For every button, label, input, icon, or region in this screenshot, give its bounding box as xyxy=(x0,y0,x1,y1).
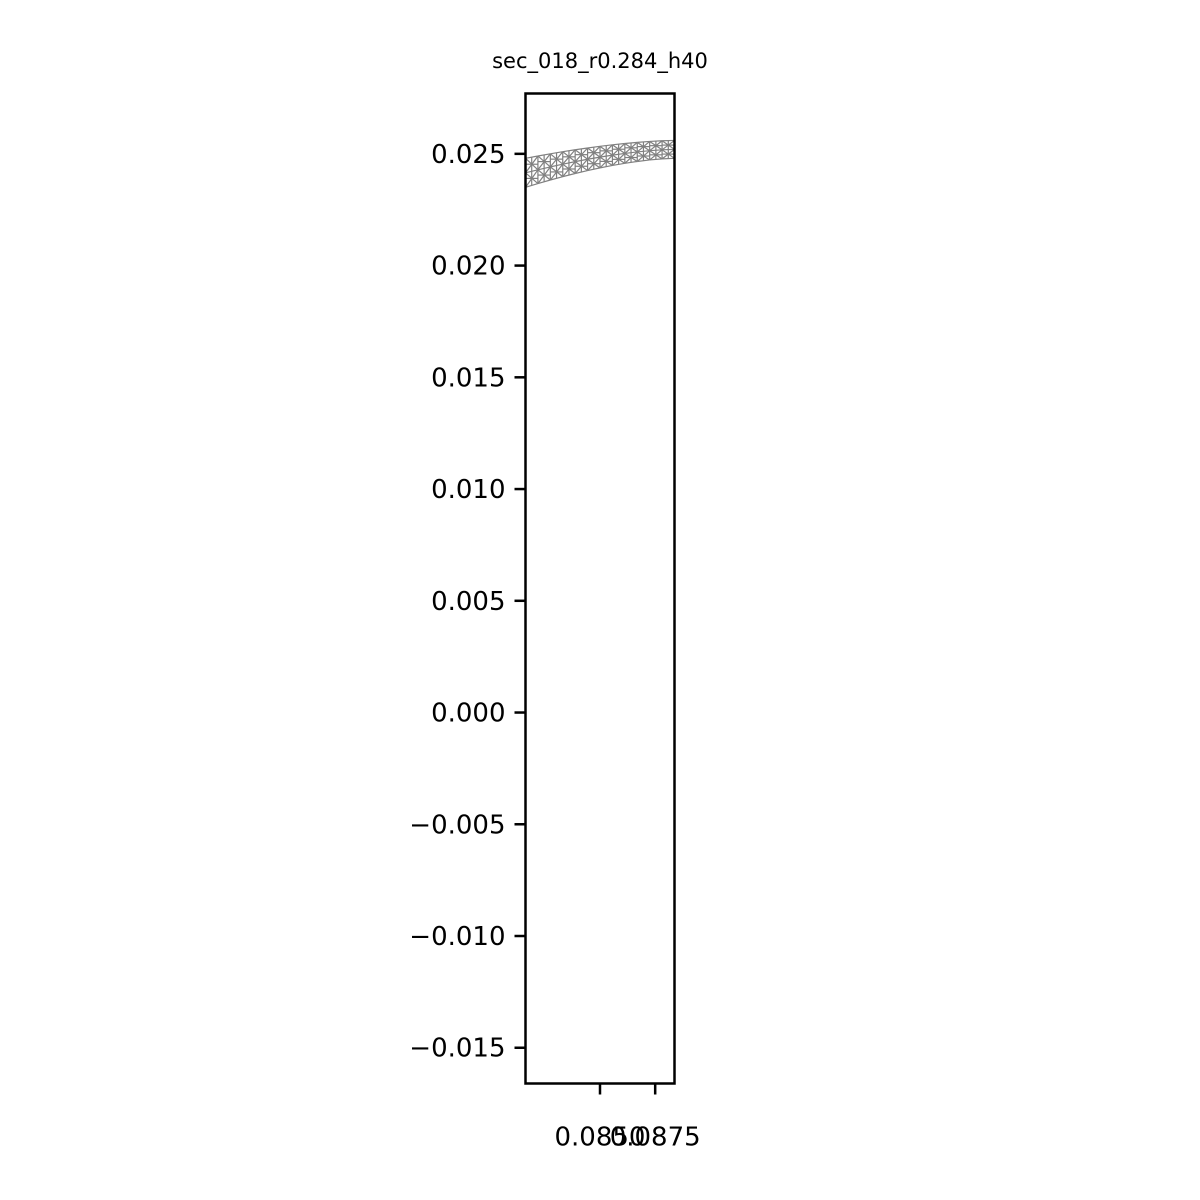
mesh-lower-edge xyxy=(612,162,625,167)
mesh-lower-edge xyxy=(599,164,613,169)
mesh-upper-edge xyxy=(612,142,625,146)
y-tick-label: 0.005 xyxy=(431,587,505,617)
mesh-lower-edge xyxy=(575,169,588,175)
x-tick-label: 0.0875 xyxy=(610,1123,701,1153)
y-tick-label: 0.015 xyxy=(431,363,505,393)
y-axis: 0.025 0.020 0.015 0.010 0.005 0.000 −0.005 −0.0… xyxy=(409,140,526,1064)
y-tick-label: 0.000 xyxy=(431,699,505,729)
x-tick-label: 0.0850 xyxy=(555,1123,646,1153)
chart-title: sec_018_r0.284_h40 xyxy=(492,49,708,74)
mesh-lower-edge xyxy=(587,167,601,172)
y-tick-label: −0.005 xyxy=(409,810,505,840)
y-tick-label: 0.025 xyxy=(431,140,505,170)
mesh-lower-edge xyxy=(537,179,551,185)
y-tick-label: −0.015 xyxy=(409,1034,505,1064)
y-tick-label: 0.010 xyxy=(431,475,505,505)
y-tick-label: −0.010 xyxy=(409,922,505,952)
y-tick-label: 0.020 xyxy=(431,252,505,282)
mesh-layer xyxy=(524,139,676,188)
